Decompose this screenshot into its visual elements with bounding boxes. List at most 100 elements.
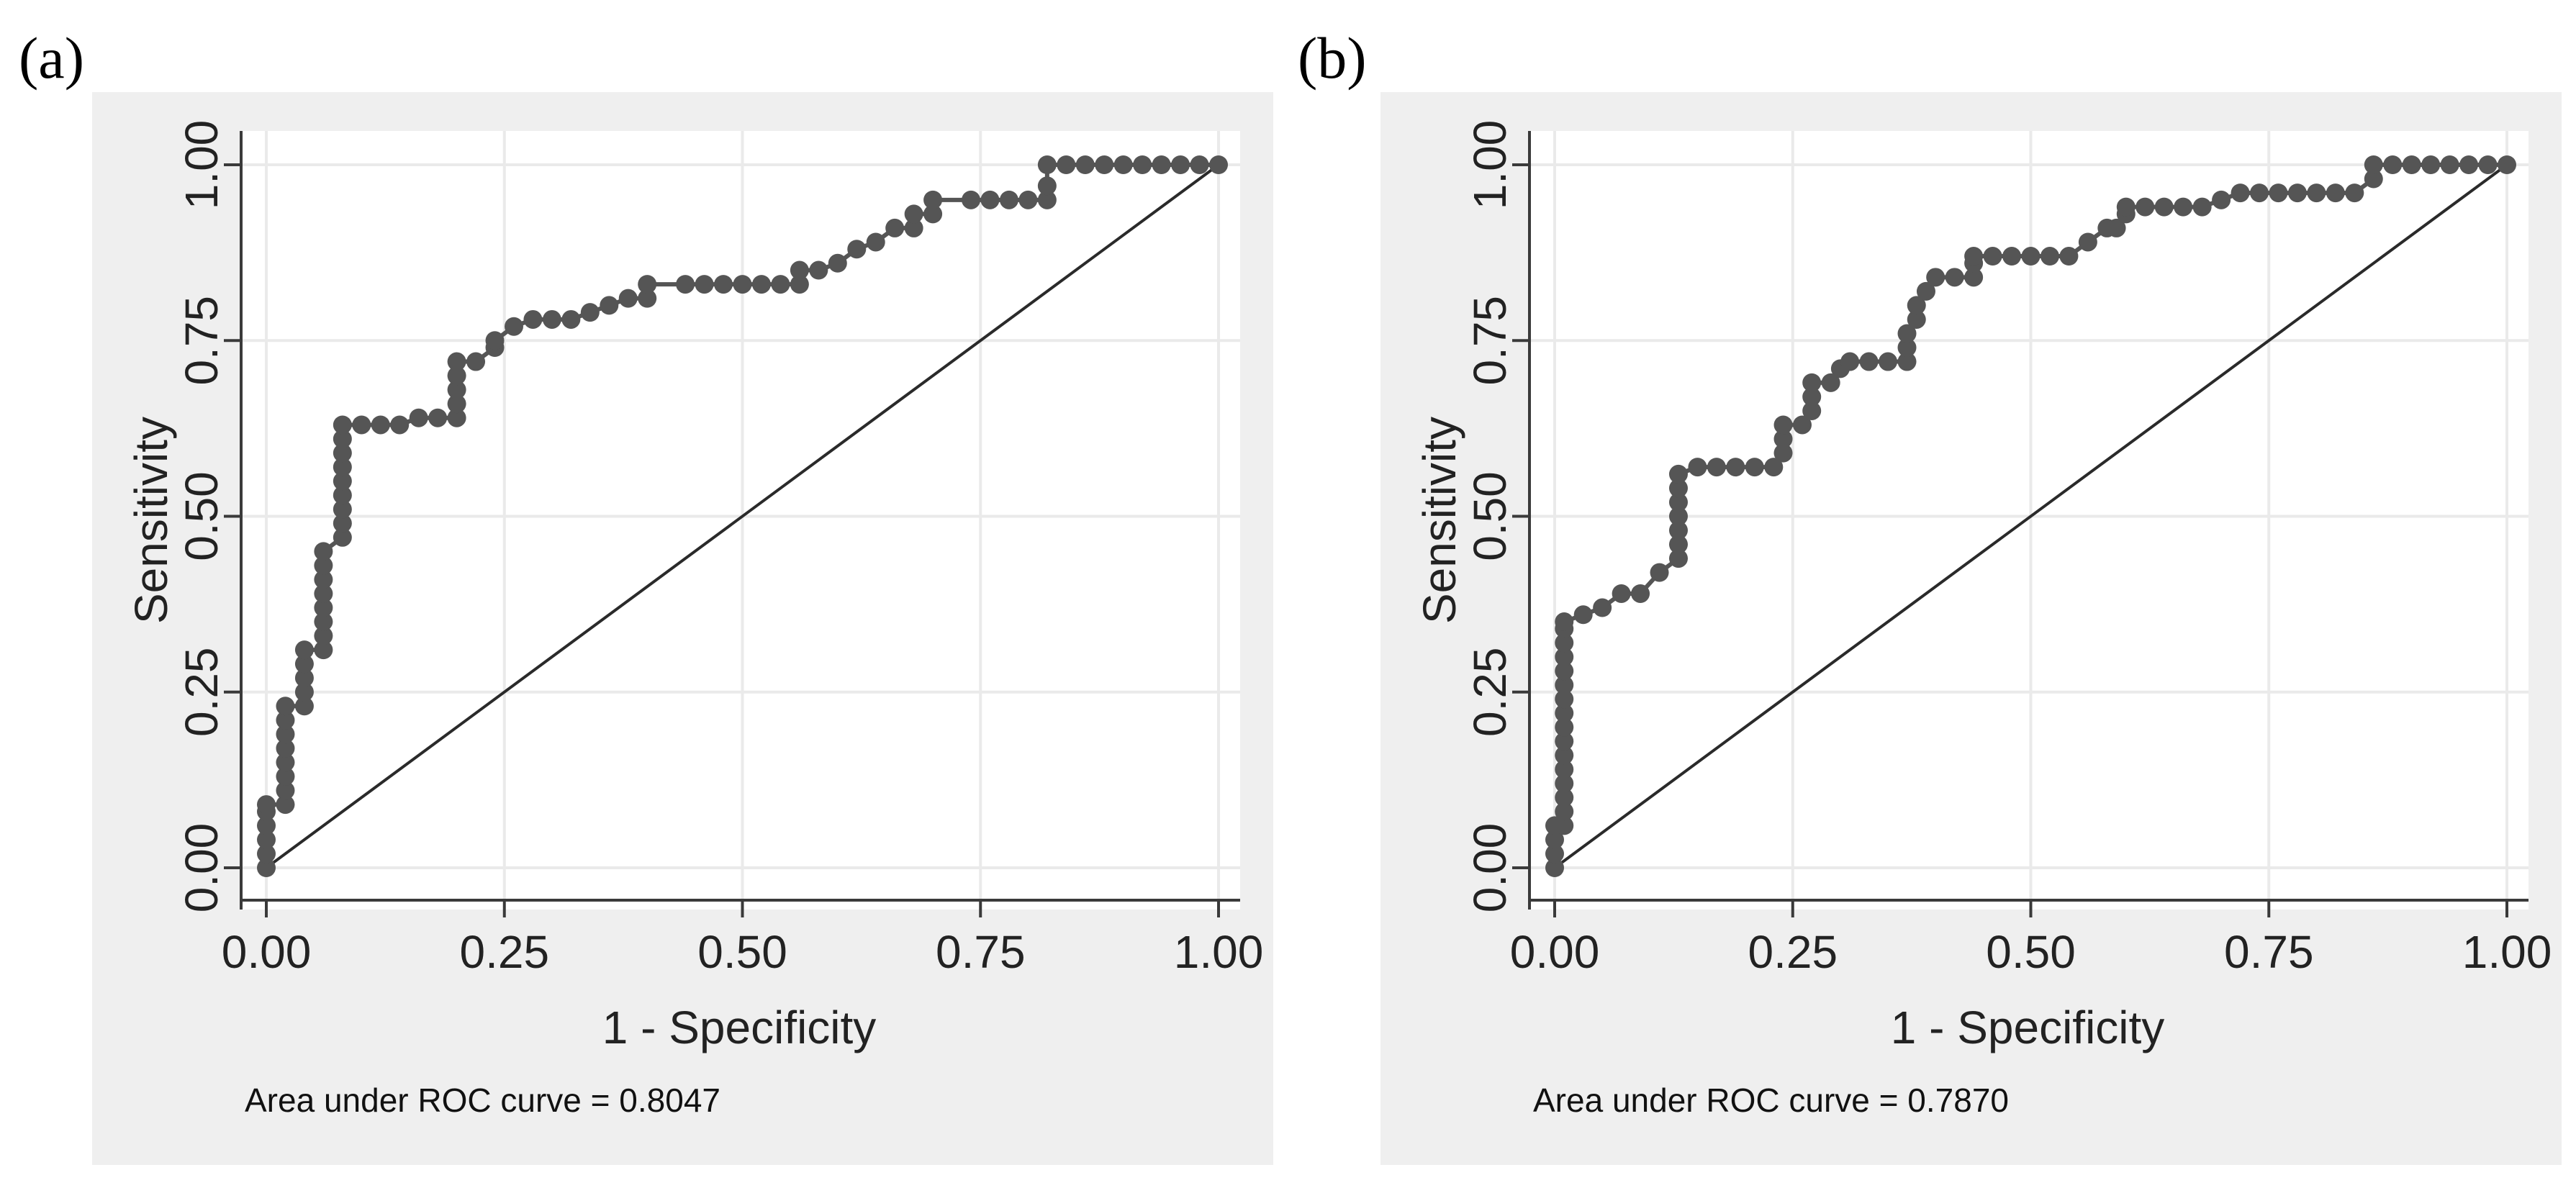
roc-point (1907, 309, 1926, 329)
x-tick-label: 1.00 (2462, 926, 2552, 978)
roc-point (2136, 197, 2155, 217)
roc-point (1057, 155, 1076, 174)
y-tick-label: 0.00 (1464, 823, 1516, 913)
roc-point (352, 415, 371, 435)
x-tick-label: 0.25 (1748, 926, 1838, 978)
roc-point (1879, 352, 1898, 371)
roc-point (333, 443, 352, 463)
roc-point (1593, 598, 1612, 617)
roc-point (2364, 155, 2383, 174)
roc-point (2421, 155, 2441, 174)
roc-point (1668, 492, 1688, 512)
roc-point (1209, 155, 1228, 174)
roc-chart-b: (b) 0.00 0.25 0.50 0.75 1.00 0.00 0.25 0.50 0.75… (1288, 0, 2576, 1188)
roc-point (2107, 218, 2126, 237)
roc-point (257, 830, 276, 849)
x-tick-label: 0.00 (222, 926, 312, 978)
roc-point (2326, 183, 2345, 203)
roc-point (276, 766, 295, 786)
y-tick-label: 0.75 (176, 296, 227, 386)
roc-point (1916, 281, 1935, 301)
roc-point (1171, 155, 1190, 174)
roc-point (1545, 858, 1564, 877)
roc-point (314, 598, 333, 617)
roc-point (1821, 373, 1840, 392)
roc-point (1555, 732, 1574, 751)
roc-point (580, 303, 600, 322)
roc-point (1897, 338, 1917, 358)
roc-point (2231, 183, 2250, 203)
reference-diagonal (265, 163, 1220, 869)
roc-point (294, 640, 314, 660)
y-tick-label: 1.00 (176, 120, 227, 210)
roc-point (561, 309, 581, 329)
roc-point (314, 570, 333, 589)
roc-point (1555, 661, 1574, 681)
roc-point (1095, 155, 1114, 174)
roc-point (294, 654, 314, 674)
roc-point (1555, 647, 1574, 666)
roc-point (2459, 155, 2479, 174)
roc-point (276, 753, 295, 772)
y-tick-label: 1.00 (1464, 120, 1516, 210)
plot-area (241, 131, 1240, 910)
roc-point (447, 408, 466, 427)
roc-point (276, 795, 295, 815)
roc-point (1964, 247, 1984, 266)
roc-point (1792, 415, 1812, 435)
roc-point (733, 275, 752, 294)
roc-point (276, 781, 295, 800)
roc-point (276, 738, 295, 758)
roc-point (2269, 183, 2288, 203)
roc-point (618, 289, 638, 308)
roc-point (1037, 190, 1057, 209)
roc-point (999, 190, 1018, 209)
roc-point (314, 640, 333, 660)
roc-point (1133, 155, 1152, 174)
roc-point (923, 204, 943, 224)
roc-point (695, 275, 714, 294)
roc-point (447, 366, 466, 386)
roc-point (1555, 745, 1574, 765)
roc-point (638, 289, 657, 308)
roc-point (1668, 521, 1688, 540)
roc-point (390, 415, 410, 435)
roc-point (847, 240, 867, 259)
roc-point (600, 296, 619, 315)
y-tick-label: 0.50 (1464, 471, 1516, 561)
roc-point (1897, 324, 1917, 343)
roc-point (1764, 458, 1784, 477)
roc-point (2059, 247, 2079, 266)
roc-point (1555, 717, 1574, 737)
roc-point (257, 795, 276, 815)
roc-point (2192, 197, 2212, 217)
roc-point (1726, 458, 1745, 477)
roc-point (1037, 176, 1057, 196)
roc-point (1555, 633, 1574, 653)
roc-point (2021, 247, 2041, 266)
roc-point (485, 331, 505, 350)
x-tick-label: 0.25 (459, 926, 549, 978)
roc-point (790, 260, 809, 280)
roc-point (428, 408, 448, 427)
roc-point (1668, 479, 1688, 498)
roc-panel-a: (a) 0.00 0.25 0.50 0.75 1.00 0.00 0.25 0.50 0.75… (19, 25, 1273, 1165)
roc-point (2440, 155, 2459, 174)
roc-point (2040, 247, 2059, 266)
roc-markers (257, 155, 1228, 877)
x-tick-label: 0.75 (936, 926, 1026, 978)
roc-point (504, 317, 523, 336)
roc-point (276, 725, 295, 744)
roc-point (1688, 458, 1707, 477)
roc-point (1555, 816, 1574, 835)
roc-point (1907, 296, 1926, 315)
reference-diagonal (1553, 163, 2508, 869)
roc-point (1545, 844, 1564, 863)
roc-point (638, 275, 657, 294)
roc-point (676, 275, 695, 294)
roc-point (1612, 584, 1631, 603)
roc-point (714, 275, 733, 294)
roc-point (1555, 689, 1574, 709)
roc-point (542, 309, 561, 329)
roc-point (751, 275, 771, 294)
